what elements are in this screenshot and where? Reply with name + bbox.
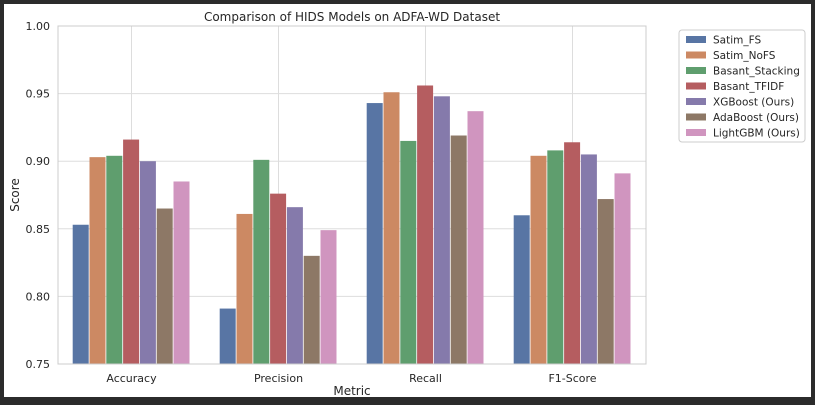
legend-swatch xyxy=(686,98,706,105)
legend-swatch xyxy=(686,129,706,136)
bar-adaboost-ours-precision xyxy=(303,255,320,364)
y-tick-label: 0.90 xyxy=(26,155,51,168)
bar-basant-stacking-precision xyxy=(253,159,270,364)
y-tick-label: 0.95 xyxy=(26,88,51,101)
bar-lightgbm-ours-precision xyxy=(320,230,337,364)
bar-basant-stacking-f1-score xyxy=(547,150,564,364)
y-axis-label: Score xyxy=(8,178,22,212)
x-tick-label: Precision xyxy=(254,372,303,385)
legend-entry: Satim_FS xyxy=(713,35,761,47)
legend-entry: Basant_TFIDF xyxy=(713,81,784,93)
chart-title: Comparison of HIDS Models on ADFA-WD Dat… xyxy=(204,10,500,24)
bar-basant-tfidf-accuracy xyxy=(123,139,140,364)
plot-frame xyxy=(57,25,647,365)
y-axis-ticks: 0.75 0.80 0.85 0.90 0.95 1.00 xyxy=(26,20,51,371)
legend-entry: LightGBM (Ours) xyxy=(713,128,800,140)
legend: Satim_FS Satim_NoFS Basant_Stacking Basant_… xyxy=(678,29,806,143)
bar-xgboost-ours-precision xyxy=(286,207,303,364)
bar-satim-nofs-precision xyxy=(236,213,253,364)
bar-satim-fs-precision xyxy=(219,308,236,364)
legend-swatch xyxy=(686,36,706,43)
bar-satim-fs-recall xyxy=(366,103,383,365)
bar-lightgbm-ours-recall xyxy=(467,111,484,365)
x-tick-label: Accuracy xyxy=(106,372,157,385)
legend-swatch xyxy=(686,113,706,121)
bar-basant-tfidf-recall xyxy=(417,85,434,364)
bar-satim-nofs-recall xyxy=(383,92,400,365)
bar-satim-fs-f1-score xyxy=(513,215,530,364)
bar-basant-tfidf-precision xyxy=(270,193,287,364)
legend-entry: Basant_Stacking xyxy=(713,66,800,78)
bar-lightgbm-ours-accuracy xyxy=(173,181,190,364)
legend-box xyxy=(678,29,806,143)
x-tick-label: Recall xyxy=(409,372,442,385)
legend-swatch xyxy=(686,67,706,74)
bar-xgboost-ours-f1-score xyxy=(580,154,597,364)
bar-basant-stacking-recall xyxy=(400,140,417,364)
bar-adaboost-ours-accuracy xyxy=(156,208,173,364)
bar-basant-tfidf-f1-score xyxy=(564,142,581,364)
legend-entry: XGBoost (Ours) xyxy=(713,97,794,109)
legend-swatch xyxy=(686,82,706,90)
bar-xgboost-ours-recall xyxy=(433,96,450,364)
bar-satim-fs-accuracy xyxy=(72,224,89,364)
y-tick-label: 1.00 xyxy=(26,20,51,33)
bars xyxy=(72,85,631,365)
bar-satim-nofs-f1-score xyxy=(530,155,547,364)
legend-entry: AdaBoost (Ours) xyxy=(713,112,799,124)
y-tick-label: 0.85 xyxy=(26,223,51,236)
y-tick-label: 0.75 xyxy=(26,358,51,371)
bar-lightgbm-ours-f1-score xyxy=(614,173,631,364)
bar-satim-nofs-accuracy xyxy=(89,157,106,364)
y-tick-label: 0.80 xyxy=(26,290,51,303)
bar-xgboost-ours-accuracy xyxy=(139,161,156,364)
bar-adaboost-ours-f1-score xyxy=(597,199,614,364)
x-axis-ticks: Accuracy Precision Recall F1-Score xyxy=(106,372,596,385)
legend-entry: Satim_NoFS xyxy=(713,50,776,62)
bar-adaboost-ours-recall xyxy=(450,135,467,364)
bar-basant-stacking-accuracy xyxy=(106,155,123,364)
legend-swatch xyxy=(686,51,706,59)
x-tick-label: F1-Score xyxy=(548,372,596,385)
x-axis-label: Metric xyxy=(333,384,370,398)
